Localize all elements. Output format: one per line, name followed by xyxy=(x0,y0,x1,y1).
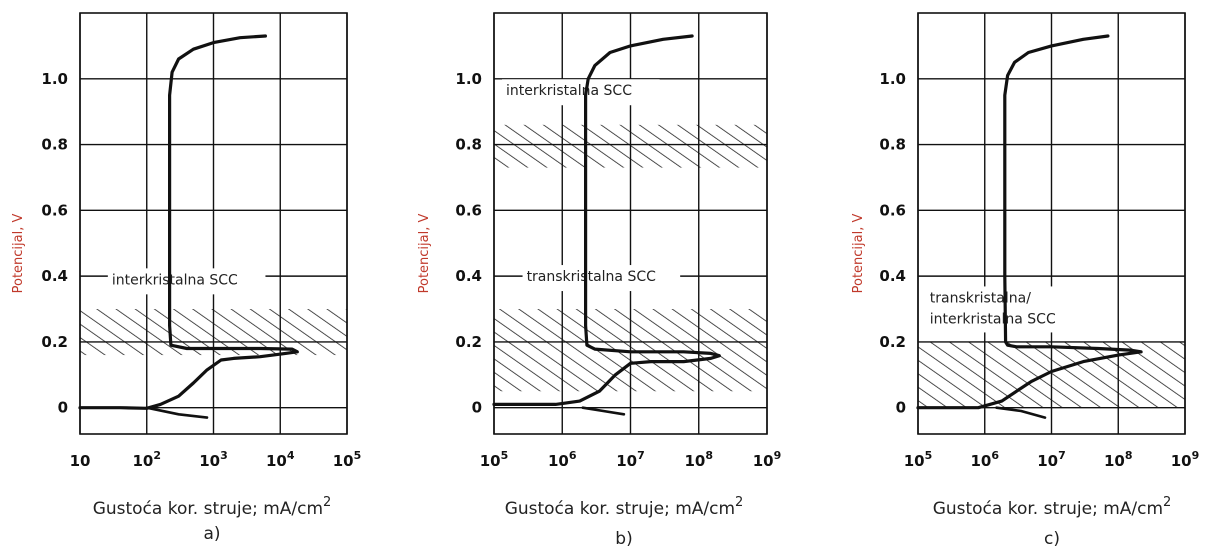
x-axis-label-text: Gustoća kor. struje; mA/cm xyxy=(505,499,735,519)
y-tick-label: 1.0 xyxy=(41,70,68,88)
polarization-curve xyxy=(916,34,1143,410)
x-tick-label: 105 xyxy=(333,449,362,470)
x-axis-label-text: Gustoća kor. struje; mA/cm xyxy=(93,499,323,519)
x-tick-label: 106 xyxy=(548,449,577,470)
x-tick-base: 10 xyxy=(132,452,153,470)
chart-panel: transkristalna SCC interkristalna SCC 0 0.2… xyxy=(417,12,782,549)
x-tick-exponent: 9 xyxy=(774,449,782,462)
x-tick-label: 108 xyxy=(1104,449,1133,470)
chart-panel: transkristalna/interkristalna SCC 0 0.2 0.4… xyxy=(851,12,1200,549)
x-tick-exponent: 2 xyxy=(153,449,161,462)
polarization-curve xyxy=(78,34,299,410)
x-tick-base: 10 xyxy=(70,452,91,470)
x-tick-base: 10 xyxy=(616,452,637,470)
x-tick-exponent: 6 xyxy=(991,449,999,462)
y-axis-label: Potencijal, V xyxy=(11,214,26,294)
x-axis-label-text: Gustoća kor. struje; mA/cm xyxy=(933,499,1163,519)
x-tick-exponent: 5 xyxy=(501,449,509,462)
polarization-curve xyxy=(145,406,209,419)
x-tick-exponent: 8 xyxy=(1125,449,1133,462)
x-tick-base: 10 xyxy=(904,452,925,470)
x-tick-label: 104 xyxy=(266,449,295,470)
y-tick-label: 0.6 xyxy=(455,201,482,219)
y-tick-label: 0.4 xyxy=(41,267,68,285)
scc-annotation-text: interkristalna SCC xyxy=(112,272,238,288)
panel-label: a) xyxy=(203,524,220,544)
x-tick-label: 109 xyxy=(1171,449,1200,470)
x-tick-base: 10 xyxy=(753,452,774,470)
x-tick-base: 10 xyxy=(333,452,354,470)
x-axis-label: Gustoća kor. struje; mA/cm2 xyxy=(505,495,744,519)
y-tick-label: 0.2 xyxy=(41,333,68,351)
scc-annotation-background xyxy=(107,268,266,295)
polarization-curve xyxy=(581,406,626,416)
x-tick-exponent: 6 xyxy=(569,449,577,462)
x-axis-label-superscript: 2 xyxy=(1163,495,1171,510)
x-tick-base: 10 xyxy=(480,452,501,470)
y-tick-label: 0.4 xyxy=(455,267,482,285)
scc-annotation-text: transkristalna/ xyxy=(930,290,1031,306)
plot-frame xyxy=(79,12,348,435)
x-tick-label: 105 xyxy=(904,449,933,470)
x-axis-label-superscript: 2 xyxy=(735,495,743,510)
panel-label: c) xyxy=(1044,529,1060,549)
plot-frame xyxy=(493,12,768,435)
x-tick-label: 105 xyxy=(480,449,509,470)
x-tick-exponent: 3 xyxy=(220,449,228,462)
x-tick-base: 10 xyxy=(970,452,991,470)
x-tick-base: 10 xyxy=(1104,452,1125,470)
scc-annotation-upper-background xyxy=(502,79,660,106)
scc-annotation-upper-text: interkristalna SCC xyxy=(506,83,632,99)
x-tick-label: 103 xyxy=(199,449,228,470)
x-tick-base: 10 xyxy=(1171,452,1192,470)
y-tick-label: 1.0 xyxy=(455,70,482,88)
x-tick-label: 10 xyxy=(70,452,91,470)
y-tick-label: 0.8 xyxy=(455,136,482,154)
y-tick-label: 0.6 xyxy=(41,201,68,219)
x-tick-exponent: 7 xyxy=(1058,449,1066,462)
y-tick-label: 0 xyxy=(58,399,68,417)
scc-annotation-background xyxy=(522,265,681,292)
y-tick-label: 1.0 xyxy=(879,70,906,88)
x-tick-exponent: 4 xyxy=(287,449,295,462)
x-tick-label: 102 xyxy=(132,449,161,470)
polarization-curve xyxy=(492,34,721,406)
y-tick-label: 0.4 xyxy=(879,267,906,285)
x-tick-exponent: 5 xyxy=(925,449,933,462)
x-tick-base: 10 xyxy=(1037,452,1058,470)
x-tick-label: 107 xyxy=(616,449,645,470)
scc-annotation-text: interkristalna SCC xyxy=(930,311,1056,327)
y-axis-label: Potencijal, V xyxy=(417,214,432,294)
x-tick-label: 109 xyxy=(753,449,782,470)
x-axis-label: Gustoća kor. struje; mA/cm2 xyxy=(93,495,332,519)
x-tick-label: 106 xyxy=(970,449,999,470)
x-tick-base: 10 xyxy=(199,452,220,470)
x-axis-label: Gustoća kor. struje; mA/cm2 xyxy=(933,495,1172,519)
x-tick-label: 107 xyxy=(1037,449,1066,470)
y-tick-label: 0.6 xyxy=(879,201,906,219)
plot-frame xyxy=(917,12,1186,435)
y-tick-label: 0.2 xyxy=(455,333,482,351)
y-tick-label: 0 xyxy=(896,399,906,417)
x-tick-base: 10 xyxy=(548,452,569,470)
x-axis-label-superscript: 2 xyxy=(323,495,331,510)
x-tick-exponent: 8 xyxy=(705,449,713,462)
x-tick-exponent: 7 xyxy=(637,449,645,462)
scc-annotation-text: transkristalna SCC xyxy=(527,269,657,285)
x-tick-base: 10 xyxy=(266,452,287,470)
y-tick-label: 0.2 xyxy=(879,333,906,351)
y-axis-label: Potencijal, V xyxy=(851,214,866,294)
y-tick-label: 0 xyxy=(472,399,482,417)
x-tick-exponent: 9 xyxy=(1192,449,1200,462)
panel-label: b) xyxy=(615,529,632,549)
x-tick-exponent: 5 xyxy=(354,449,362,462)
x-tick-base: 10 xyxy=(684,452,705,470)
x-tick-label: 108 xyxy=(684,449,713,470)
y-tick-label: 0.8 xyxy=(879,136,906,154)
y-tick-label: 0.8 xyxy=(41,136,68,154)
polarization-curve xyxy=(995,406,1047,419)
